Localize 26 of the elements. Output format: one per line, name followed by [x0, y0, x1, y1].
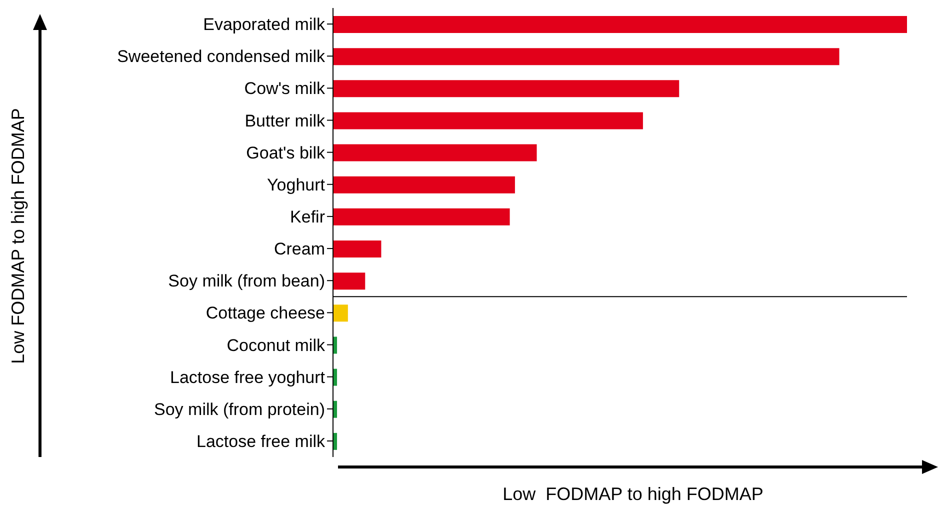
y-tick-label: Coconut milk — [226, 336, 326, 355]
y-tick-label: Lactose free milk — [196, 432, 326, 451]
bar — [333, 240, 382, 258]
y-tick-label: Goat's bilk — [246, 143, 326, 162]
bar — [333, 16, 907, 33]
y-tick-label: Kefir — [290, 208, 326, 226]
bar — [333, 208, 510, 226]
bar — [333, 176, 515, 194]
y-tick-label: Soy milk (from protein) — [154, 400, 325, 419]
y-tick-label: Soy milk (from bean) — [168, 272, 325, 291]
y-tick-label: Butter milk — [244, 111, 326, 130]
y-tick-label: Yoghurt — [267, 175, 326, 194]
y-tick-label: Sweetened condensed milk — [117, 47, 326, 66]
bar — [333, 48, 840, 66]
y-tick-label: Cream — [274, 240, 325, 259]
bar — [333, 272, 366, 290]
y-tick-label: Evaporated milk — [203, 15, 326, 34]
y-axis-title: Low FODMAP to high FODMAP — [8, 108, 28, 364]
y-tick-label: Cottage cheese — [206, 304, 325, 323]
bar — [333, 112, 643, 130]
y-tick-label: Lactose free yoghurt — [170, 368, 326, 387]
x-axis-title: Low FODMAP to high FODMAP — [502, 484, 764, 504]
bar — [333, 304, 348, 322]
y-tick-label: Cow's milk — [244, 79, 326, 98]
bar — [333, 80, 680, 98]
bar — [333, 144, 537, 162]
